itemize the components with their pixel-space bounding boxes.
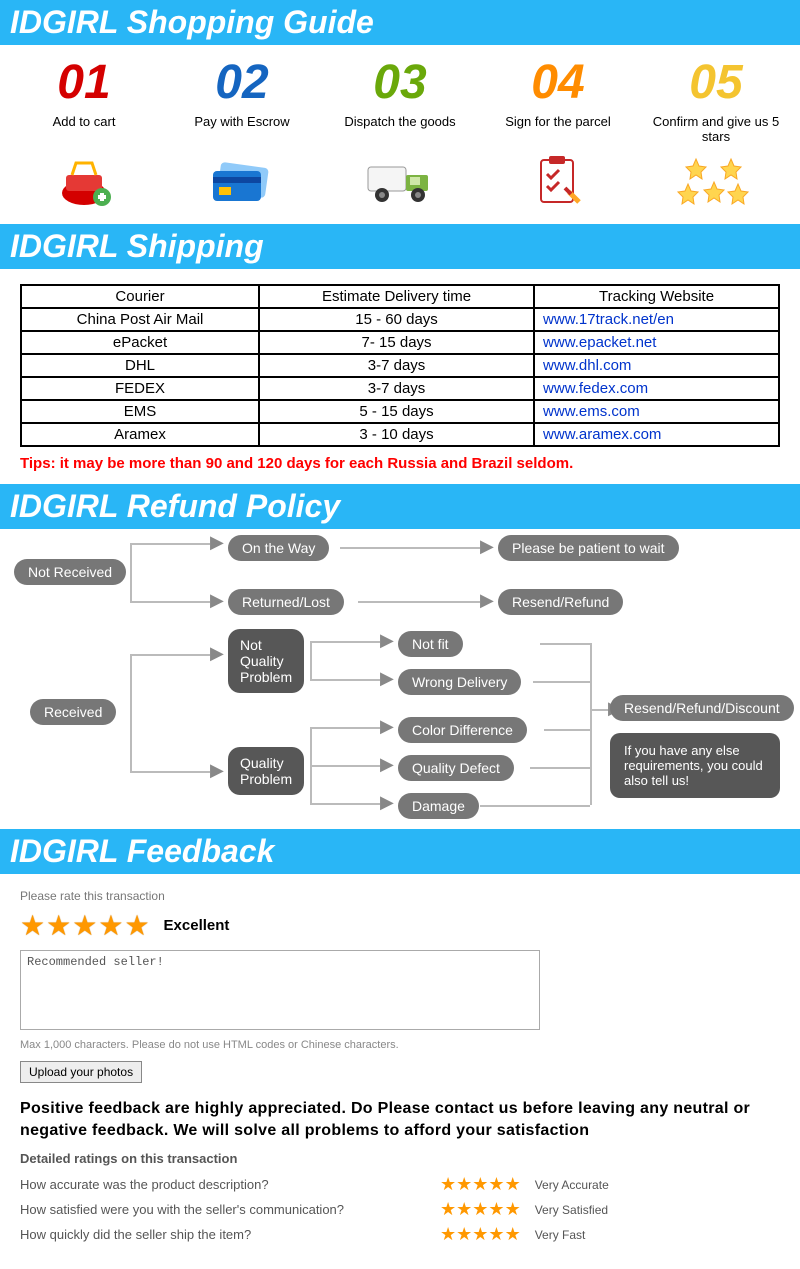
node-resend2: Resend/Refund/Discount (610, 695, 794, 721)
step-1: 01 Add to cart (9, 55, 159, 209)
step-label-1: Add to cart (9, 114, 159, 144)
node-tail: If you have any else requirements, you c… (610, 733, 780, 798)
step-label-5: Confirm and give us 5 stars (641, 114, 791, 144)
header-shipping: IDGIRL Shipping (0, 224, 800, 269)
detail-row: How accurate was the product description… (20, 1174, 780, 1195)
detail-q: How quickly did the seller ship the item… (20, 1227, 440, 1242)
node-not-received: Not Received (14, 559, 126, 585)
steps-row: 01 Add to cart 02 Pay with Escrow 03 Dis… (0, 45, 800, 224)
cart-icon (9, 154, 159, 209)
star-icon: ★ (46, 909, 71, 942)
node-damage: Damage (398, 793, 479, 819)
star-row: ★★★★★ Excellent (20, 909, 780, 942)
node-wrongdel: Wrong Delivery (398, 669, 521, 695)
star-icon: ★ (124, 909, 149, 942)
col-courier: Courier (21, 285, 259, 308)
node-qp: Quality Problem (228, 747, 304, 795)
feedback-block: Please rate this transaction ★★★★★ Excel… (0, 874, 800, 1098)
step-5: 05 Confirm and give us 5 stars (641, 55, 791, 209)
feedback-textarea[interactable] (20, 950, 540, 1030)
refund-flowchart: Not Received ▶ ▶ On the Way Returned/Los… (0, 529, 800, 829)
step-num-3: 03 (325, 55, 475, 110)
node-patient: Please be patient to wait (498, 535, 679, 561)
clipboard-icon (483, 154, 633, 209)
step-label-2: Pay with Escrow (167, 114, 317, 144)
shipping-table: Courier Estimate Delivery time Tracking … (20, 284, 780, 447)
detail-title: Detailed ratings on this transaction (20, 1151, 780, 1166)
detail-row: How quickly did the seller ship the item… (20, 1224, 780, 1245)
detail-ans: Very Satisfied (535, 1203, 608, 1217)
col-time: Estimate Delivery time (259, 285, 534, 308)
node-colordiff: Color Difference (398, 717, 527, 743)
step-label-4: Sign for the parcel (483, 114, 633, 144)
header-guide: IDGIRL Shopping Guide (0, 0, 800, 45)
detail-ratings: Detailed ratings on this transaction How… (0, 1141, 800, 1269)
rating-label: Excellent (164, 917, 230, 934)
detail-row: How satisfied were you with the seller's… (20, 1199, 780, 1220)
node-qdefect: Quality Defect (398, 755, 514, 781)
rate-label: Please rate this transaction (20, 889, 780, 903)
detail-stars: ★★★★★ (440, 1174, 521, 1195)
detail-q: How satisfied were you with the seller's… (20, 1202, 440, 1217)
node-on-way: On the Way (228, 535, 329, 561)
header-feedback: IDGIRL Feedback (0, 829, 800, 874)
appreciate-text: Positive feedback are highly appreciated… (0, 1098, 800, 1141)
col-tracking: Tracking Website (534, 285, 779, 308)
step-label-3: Dispatch the goods (325, 114, 475, 144)
detail-ans: Very Accurate (535, 1178, 609, 1192)
step-2: 02 Pay with Escrow (167, 55, 317, 209)
detail-ans: Very Fast (535, 1228, 586, 1242)
card-icon (167, 154, 317, 209)
upload-photos-button[interactable]: Upload your photos (20, 1061, 142, 1083)
step-4: 04 Sign for the parcel (483, 55, 633, 209)
shipping-tips: Tips: it may be more than 90 and 120 day… (0, 455, 800, 484)
step-num-1: 01 (9, 55, 159, 110)
node-nqp: Not Quality Problem (228, 629, 304, 693)
table-row: FEDEX3-7 dayswww.fedex.com (21, 377, 779, 400)
stars-5: ★★★★★ (20, 909, 150, 942)
detail-q: How accurate was the product description… (20, 1177, 440, 1192)
truck-icon (325, 154, 475, 209)
step-3: 03 Dispatch the goods (325, 55, 475, 209)
node-notfit: Not fit (398, 631, 463, 657)
node-returned: Returned/Lost (228, 589, 344, 615)
stars-icon (641, 154, 791, 209)
star-icon: ★ (72, 909, 97, 942)
table-row: China Post Air Mail15 - 60 dayswww.17tra… (21, 308, 779, 331)
node-received: Received (30, 699, 116, 725)
step-num-5: 05 (641, 55, 791, 110)
table-header-row: Courier Estimate Delivery time Tracking … (21, 285, 779, 308)
detail-stars: ★★★★★ (440, 1224, 521, 1245)
table-row: DHL3-7 dayswww.dhl.com (21, 354, 779, 377)
star-icon: ★ (20, 909, 45, 942)
table-row: EMS5 - 15 dayswww.ems.com (21, 400, 779, 423)
detail-stars: ★★★★★ (440, 1199, 521, 1220)
star-icon: ★ (98, 909, 123, 942)
header-refund: IDGIRL Refund Policy (0, 484, 800, 529)
node-resend1: Resend/Refund (498, 589, 623, 615)
feedback-hint: Max 1,000 characters. Please do not use … (20, 1039, 780, 1051)
step-num-4: 04 (483, 55, 633, 110)
step-num-2: 02 (167, 55, 317, 110)
table-row: Aramex3 - 10 dayswww.aramex.com (21, 423, 779, 446)
table-row: ePacket7- 15 dayswww.epacket.net (21, 331, 779, 354)
